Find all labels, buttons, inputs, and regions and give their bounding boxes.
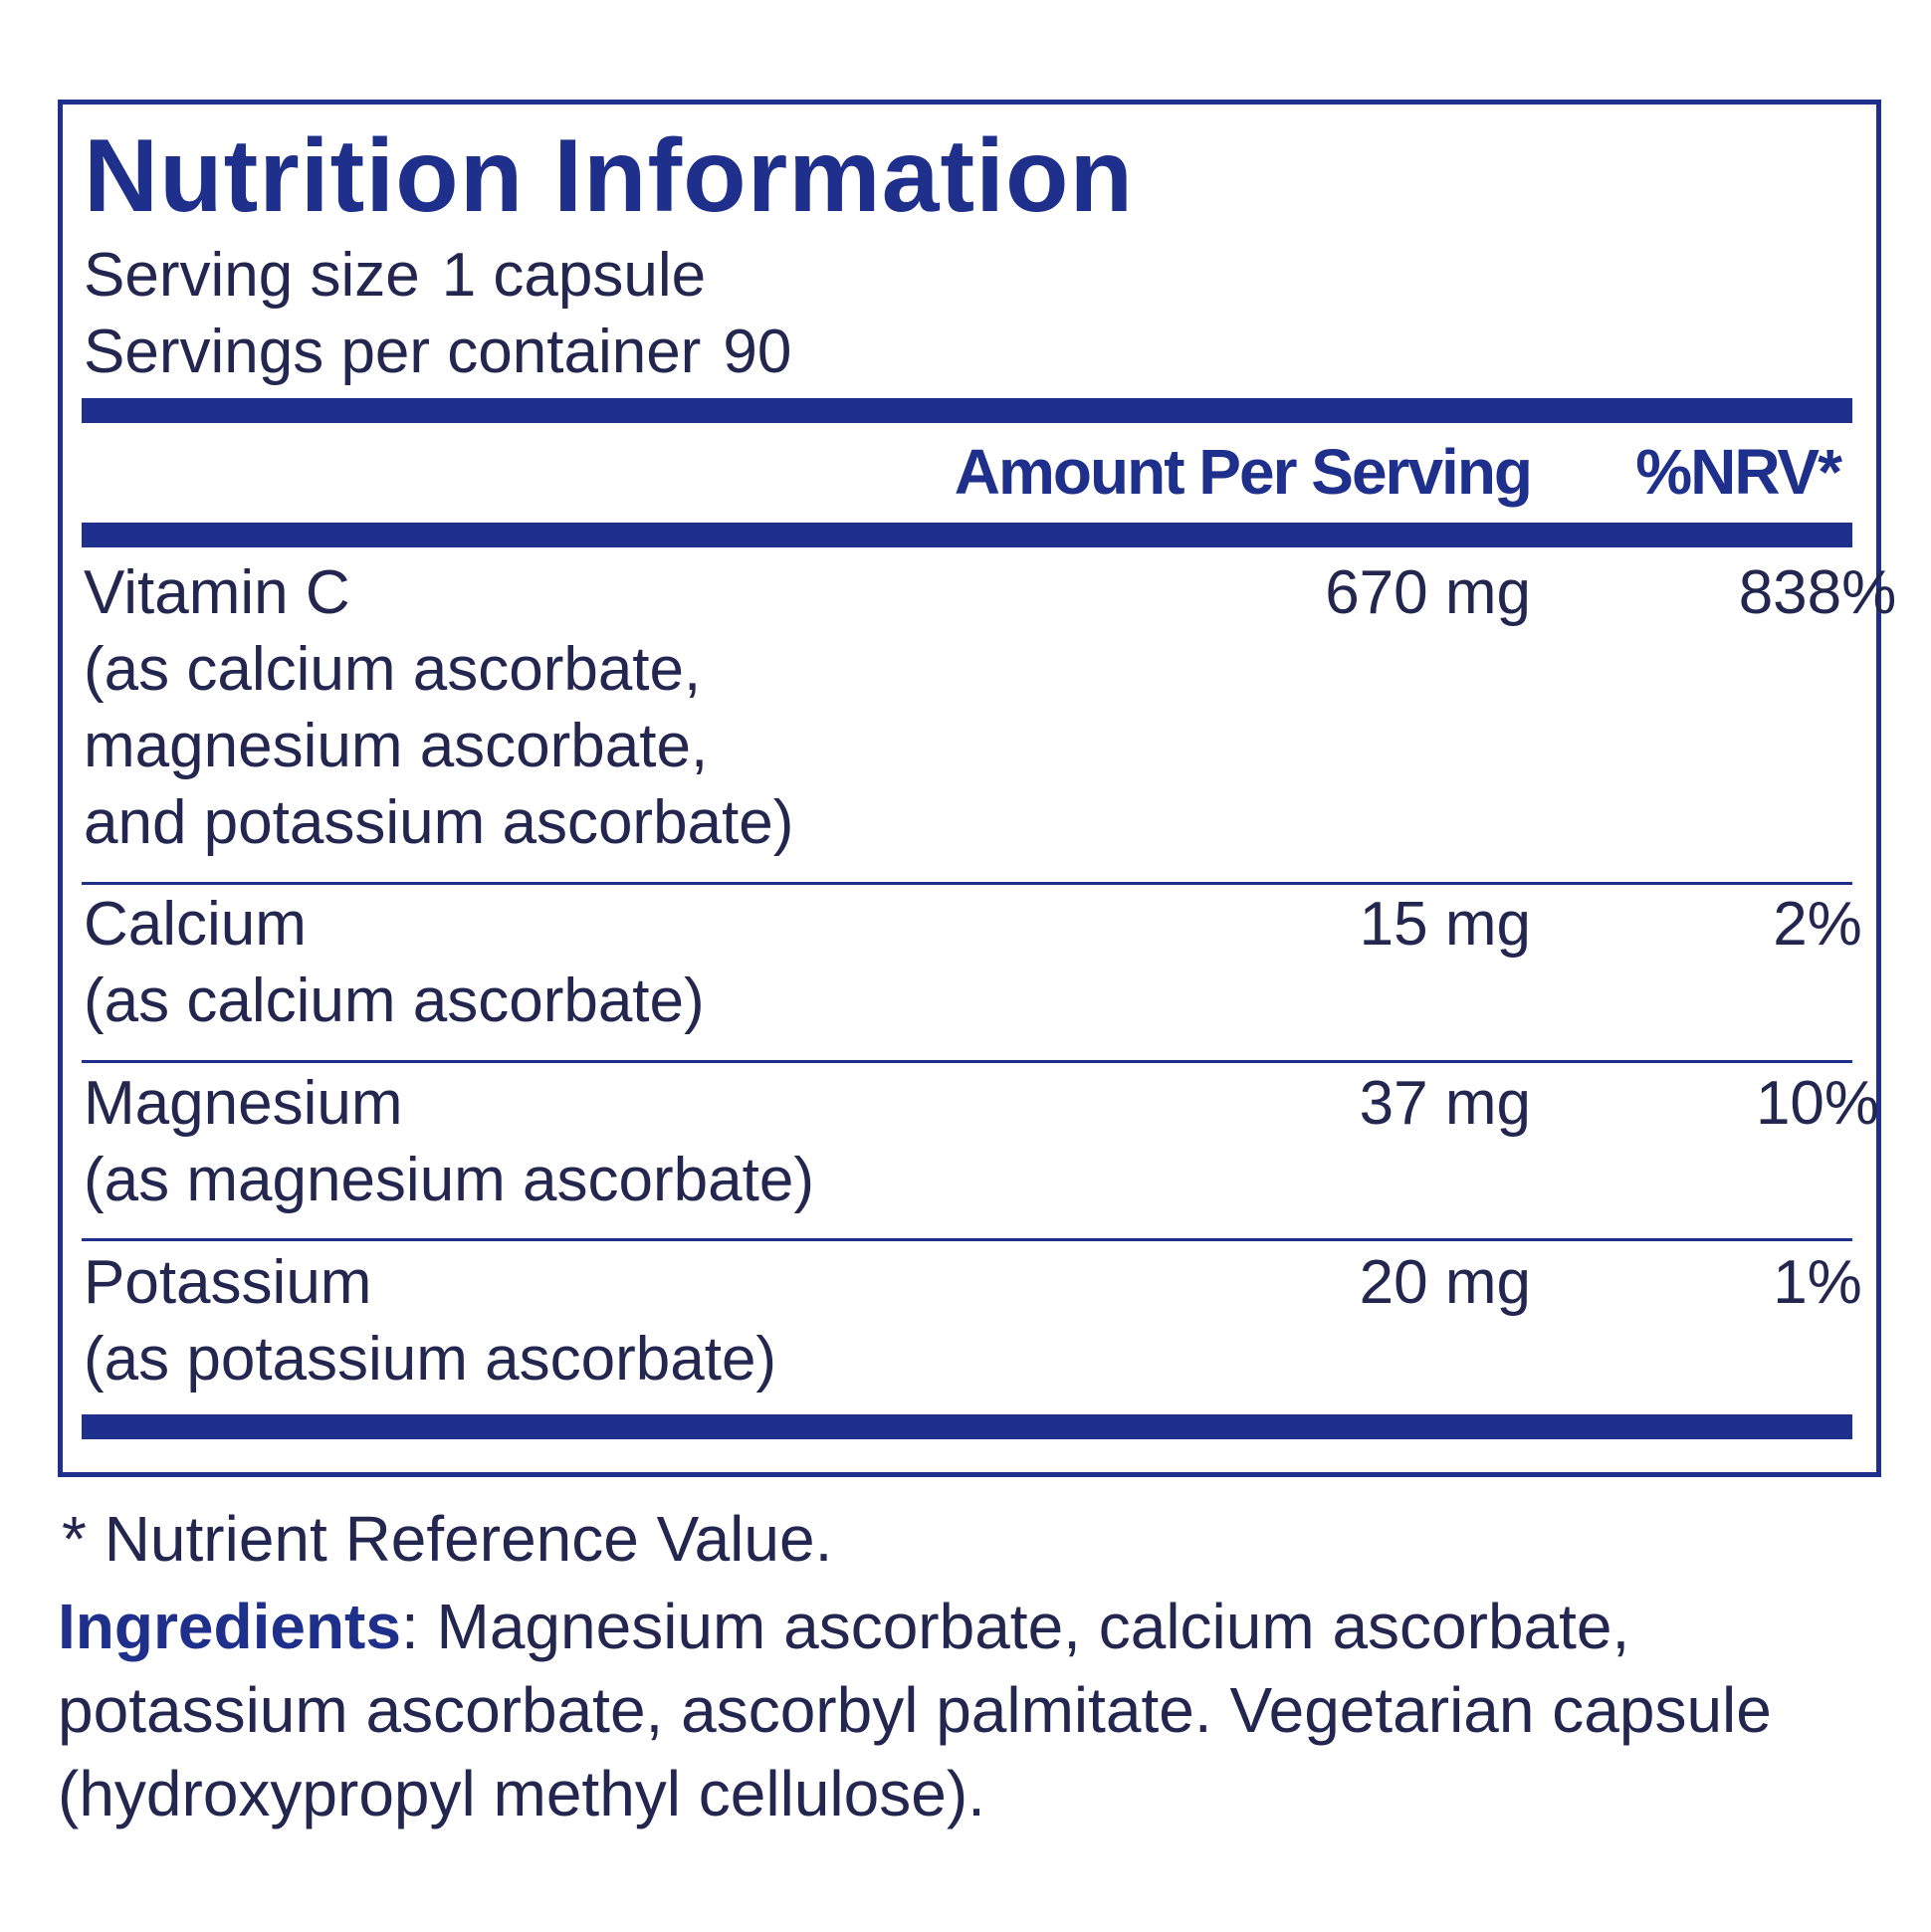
amount: 20 mg [1359,1248,1531,1317]
nutrient-name: Calcium [84,890,307,959]
title: Nutrition Information [84,118,1135,234]
servings-value: 90 [723,318,792,386]
nutrient-name: Potassium [84,1248,372,1317]
ingredients: Ingredients: Magnesium ascorbate, calciu… [58,1585,1849,1835]
nutrient-source: and potassium ascorbate) [84,788,794,857]
nutrient-row: Calcium (as calcium ascorbate) 15 mg 2% [84,886,1862,1039]
serving-size-label: Serving size [84,241,420,310]
nutrient-source: magnesium ascorbate, [84,712,709,780]
servings-label: Servings per container [84,318,702,386]
divider [82,1414,1852,1439]
amount: 37 mg [1359,1069,1531,1138]
column-header: %NRV* [1635,436,1842,508]
amount: 15 mg [1359,890,1531,959]
nrv: 2% [1773,890,1862,959]
ingredients-label: Ingredients [58,1591,401,1662]
nutrient-row: Potassium (as potassium ascorbate) 20 mg 1% [84,1244,1862,1397]
nutrient-source: (as potassium ascorbate) [84,1325,777,1394]
nutrient-row: Magnesium (as magnesium ascorbate) 37 mg 10… [84,1065,1879,1218]
amount: 670 mg [1325,558,1531,627]
nutrient-cell: Magnesium (as magnesium ascorbate) [84,1065,1852,1218]
row-divider [82,1060,1852,1063]
nutrient-source: (as calcium ascorbate) [84,966,705,1035]
nutrient-cell: Vitamin C (as calcium ascorbate, magnesium… [84,554,1852,861]
serving-size: Serving size 1 capsule [84,237,706,314]
footnote: * Nutrient Reference Value. [62,1503,833,1575]
row-divider [82,1238,1852,1241]
divider [82,523,1852,547]
column-header: Amount Per Serving [954,436,1533,508]
divider [82,398,1852,423]
nutrient-cell: Calcium (as calcium ascorbate) [84,886,1852,1039]
nutrient-name: Magnesium [84,1069,403,1138]
nutrient-source: (as calcium ascorbate, [84,635,702,704]
label-border [58,100,1881,1477]
ingredients-text: : Magnesium ascorbate, calcium ascorbate… [58,1591,1772,1829]
nutrient-source: (as magnesium ascorbate) [84,1146,814,1214]
row-divider [82,882,1852,885]
nutrient-name: Vitamin C [84,558,350,627]
servings: Servings per container 90 [84,314,791,390]
serving-size-value: 1 capsule [441,241,707,310]
nrv: 838% [1738,558,1897,627]
nutrient-cell: Potassium (as potassium ascorbate) [84,1244,1852,1397]
nrv: 1% [1773,1248,1862,1317]
nutrient-row: Vitamin C (as calcium ascorbate, magnesium… [84,554,1896,861]
nrv: 10% [1755,1069,1880,1138]
